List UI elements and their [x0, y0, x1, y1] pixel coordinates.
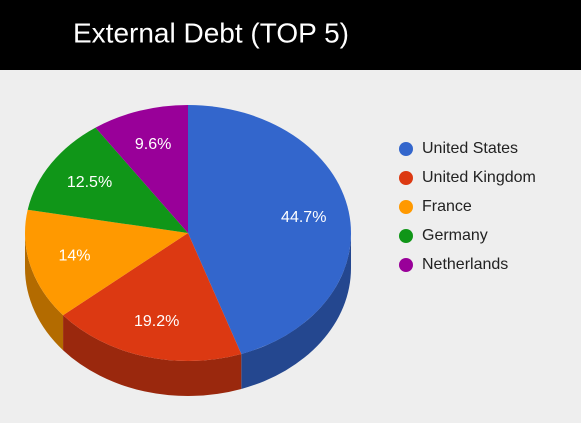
slice — [24, 209, 188, 316]
slice-side — [63, 315, 242, 396]
legend-label: United Kingdom — [422, 169, 536, 186]
slice — [188, 105, 352, 354]
data-label: 12.5% — [67, 174, 112, 191]
legend-label: Germany — [422, 227, 488, 244]
slice — [95, 105, 188, 233]
slice — [27, 127, 189, 233]
legend-marker — [399, 200, 413, 214]
legend-marker — [399, 258, 413, 272]
slice-side — [25, 233, 64, 351]
slice-side — [241, 233, 351, 389]
chart-title: External Debt (TOP 5) — [73, 17, 349, 48]
legend-marker — [399, 229, 413, 243]
data-label: 14% — [58, 248, 90, 265]
legend-label: France — [422, 198, 472, 215]
data-label: 44.7% — [281, 209, 326, 226]
slice — [63, 233, 242, 361]
legend-marker — [399, 171, 413, 185]
header — [0, 0, 581, 70]
data-label: 19.2% — [134, 313, 179, 330]
data-label: 9.6% — [135, 136, 171, 153]
legend-label: United States — [422, 140, 518, 157]
legend-marker — [399, 142, 413, 156]
legend-label: Netherlands — [422, 256, 508, 273]
